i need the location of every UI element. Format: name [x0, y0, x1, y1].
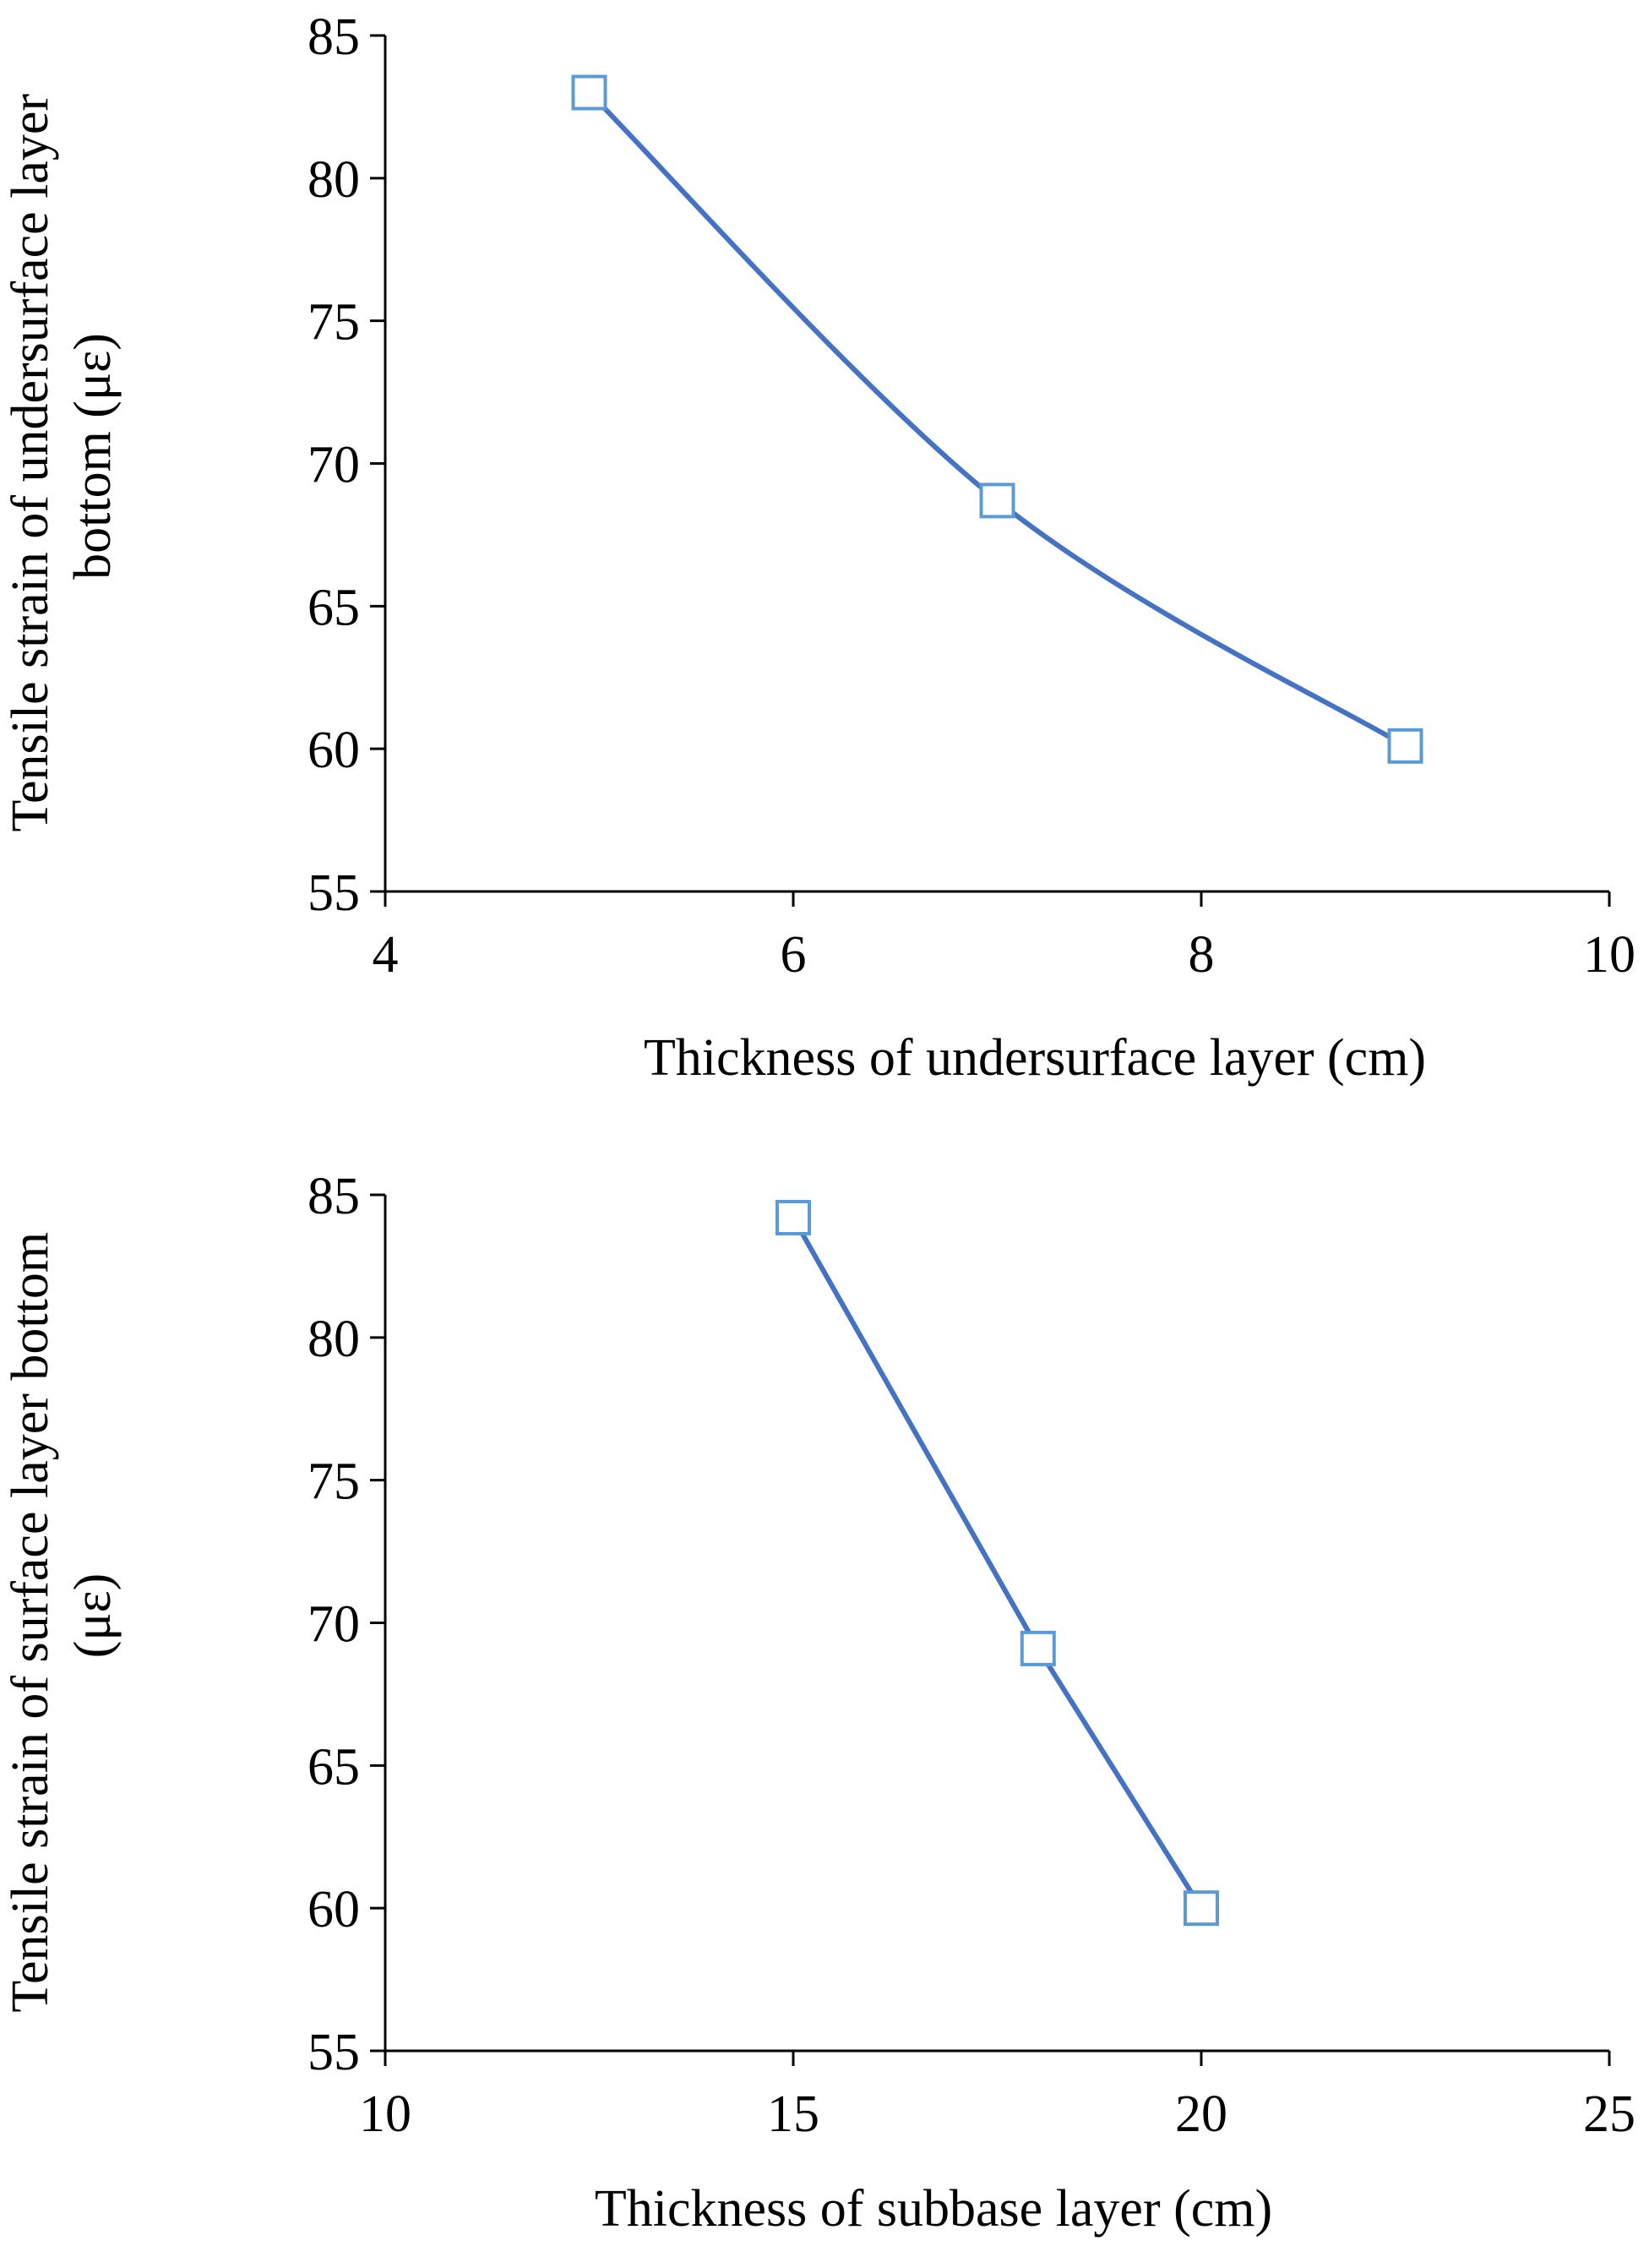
- y-tick-label: 65: [307, 1738, 360, 1796]
- y-tick-label: 85: [307, 1168, 360, 1225]
- data-point-marker: [1184, 1890, 1219, 1927]
- y-tick-label: 60: [307, 722, 360, 779]
- y-tick-label: 85: [307, 8, 360, 66]
- y-axis-title-line-1: Tensile strain of surface layer bottom: [2, 1232, 59, 2013]
- y-tick-label: 60: [307, 1881, 360, 1938]
- x-tick-label: 10: [1583, 926, 1635, 984]
- y-axis-title: Tensile strain of surface layer bottom (…: [2, 1219, 122, 2012]
- x-tick-label: 25: [1583, 2085, 1635, 2143]
- y-axis-title: Tensile strain of undersurface layer bot…: [2, 80, 122, 831]
- data-point-marker: [1387, 728, 1423, 764]
- x-tick-label: 6: [781, 926, 807, 984]
- x-axis-title: Thickness of undersurface layer (cm): [644, 1029, 1426, 1087]
- y-tick-label: 80: [307, 151, 360, 209]
- y-tick-label: 65: [307, 579, 360, 636]
- chart-bottom: Thickness of subbase layer (cm) Tensile …: [2, 1168, 1635, 2238]
- x-axis-title: Thickness of subbase layer (cm): [595, 2180, 1272, 2238]
- y-tick-label: 75: [307, 294, 360, 352]
- y-tick-label: 75: [307, 1453, 360, 1511]
- y-tick-label: 55: [307, 864, 360, 922]
- x-tick-label: 8: [1189, 926, 1215, 984]
- y-axis-title-line-2: bottom (με): [64, 333, 122, 580]
- y-tick-label: 70: [307, 437, 360, 494]
- x-tick-label: 20: [1175, 2085, 1227, 2143]
- y-tick-label: 70: [307, 1596, 360, 1654]
- data-point-marker: [776, 1200, 811, 1236]
- y-tick-label: 55: [307, 2024, 360, 2081]
- y-tick-label: 80: [307, 1311, 360, 1368]
- data-point-marker: [979, 482, 1015, 519]
- series-line: [586, 90, 1408, 749]
- x-tick-label: 10: [359, 2085, 411, 2143]
- y-axis-title-line-1: Tensile strain of undersurface layer: [2, 94, 59, 832]
- data-point-marker: [571, 74, 607, 111]
- data-point-marker: [1020, 1630, 1056, 1666]
- y-axis-title-line-2: (με): [64, 1573, 122, 1659]
- chart-top: Thickness of undersurface layer (cm) Ten…: [2, 8, 1635, 1087]
- x-tick-label: 4: [373, 926, 399, 984]
- series-line: [791, 1215, 1204, 1911]
- x-tick-label: 15: [767, 2085, 819, 2143]
